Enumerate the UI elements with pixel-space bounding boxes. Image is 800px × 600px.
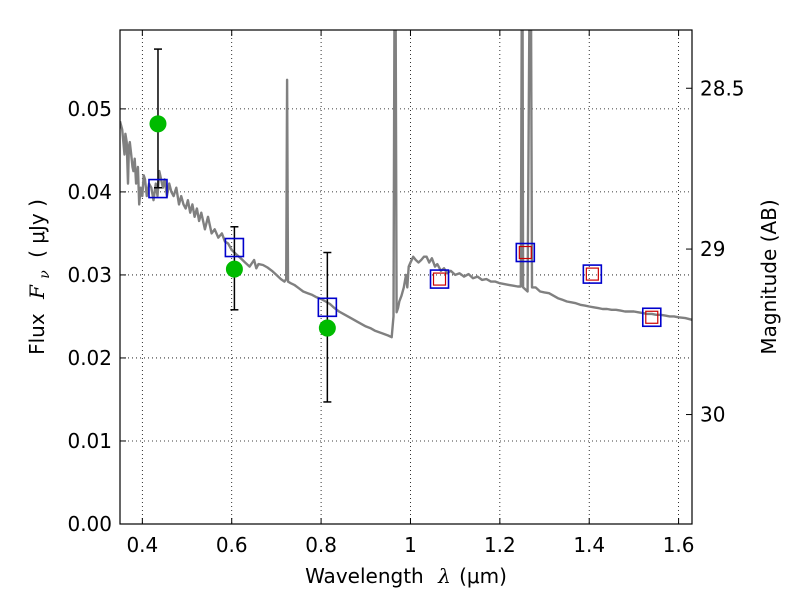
x-tick-label: 0.8 — [305, 533, 337, 557]
x-axis-label-prefix: Wavelength — [305, 564, 424, 588]
model-flux-square — [582, 264, 603, 284]
y-axis-label: Flux F ν ( μJy ) — [25, 199, 54, 355]
x-tick-label: 0.6 — [216, 533, 248, 557]
ir-flux-square — [585, 267, 599, 281]
spectrum-line — [120, 30, 692, 339]
y2-axis-label: Magnitude (AB) — [757, 199, 781, 354]
y2-tick-label: 28.5 — [700, 76, 745, 100]
model-flux-square — [515, 242, 536, 263]
y2-tick-label: 30 — [700, 403, 725, 427]
x-tick-label: 1.4 — [573, 533, 605, 557]
y-tick-label: 0.04 — [67, 180, 112, 204]
x-tick-label: 1.2 — [484, 533, 516, 557]
data-points-layer — [148, 48, 662, 403]
y-tick-label: 0.02 — [67, 346, 112, 370]
y-axis-label-subscript: ν — [37, 270, 53, 279]
x-axis-label: Wavelength λ (μm) — [305, 564, 507, 588]
y-tick-label: 0.00 — [67, 512, 112, 536]
plot-frame — [119, 29, 693, 525]
x-tick-label: 1 — [404, 533, 417, 557]
y-tick-label: 0.03 — [67, 263, 112, 287]
x-axis-label-unit: (μm) — [459, 564, 507, 588]
x-tick-label: 1.6 — [663, 533, 695, 557]
observed-point — [225, 260, 243, 278]
y-axis-label-symbol: F — [25, 284, 49, 300]
model-flux-square — [224, 237, 245, 258]
y2-tick-label: 29 — [700, 237, 725, 261]
model-spectrum-layer — [120, 30, 692, 339]
ir-flux-square — [432, 272, 447, 286]
model-flux-square — [429, 269, 450, 289]
x-axis-label-symbol: λ — [437, 564, 451, 588]
y-tick-label: 0.05 — [67, 97, 112, 121]
observed-point — [149, 115, 167, 133]
x-tick-label: 0.4 — [126, 533, 158, 557]
ir-flux-square — [518, 245, 532, 260]
y-axis-label-prefix: Flux — [25, 313, 49, 355]
axis-ticks: 0.4 0.6 0.8 1 1.2 1.4 1.6 0.00 0.01 0.02 0.03 0.04 0… — [67, 30, 745, 557]
model-flux-square — [641, 307, 662, 328]
model-flux-square — [148, 178, 168, 199]
y-tick-label: 0.01 — [67, 429, 112, 453]
y-axis-label-unit: ( μJy ) — [25, 199, 49, 258]
ir-flux-square — [645, 310, 659, 324]
grid-lines — [120, 30, 692, 524]
model-flux-square — [317, 297, 338, 318]
observed-point — [318, 319, 336, 337]
